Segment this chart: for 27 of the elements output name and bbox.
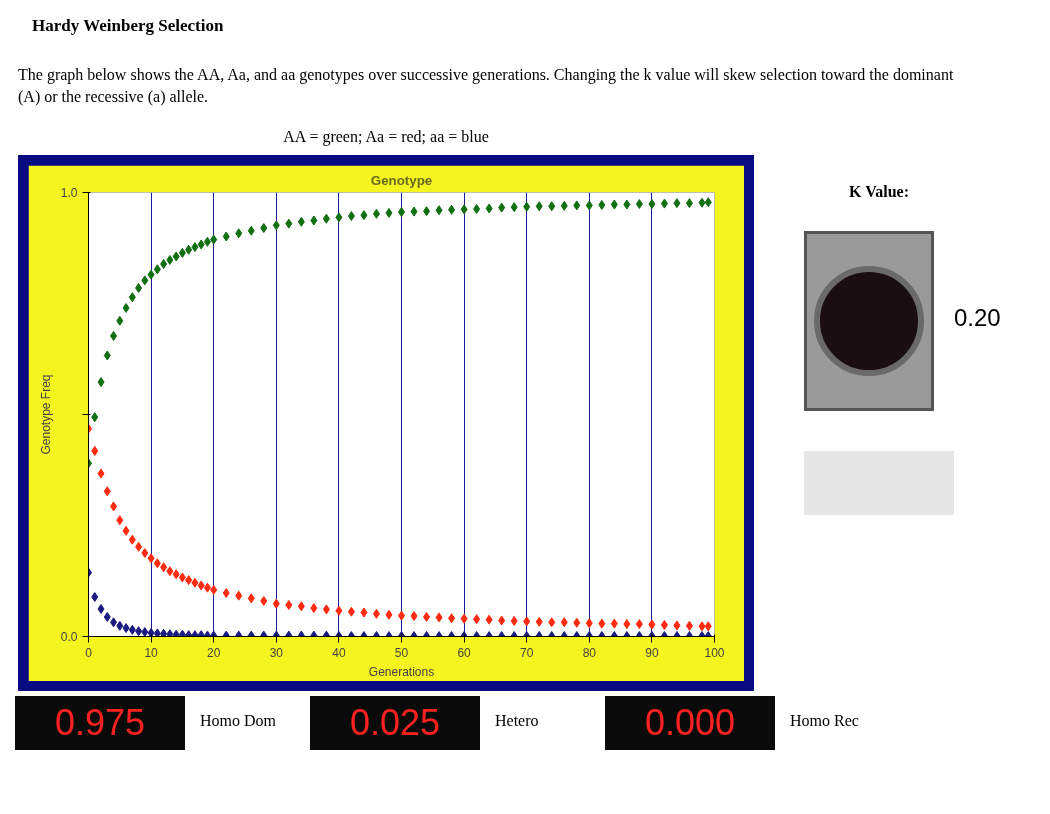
text: 0.000	[605, 696, 775, 750]
x-tick-label: 70	[520, 645, 534, 660]
text: The graph below shows the AA, Aa, and aa genotypes over successive generations. Changing the k value will skew selection toward the dominant (A) or the recessive (a) allele.	[18, 65, 955, 108]
x-tick-label: 30	[269, 645, 284, 660]
text: Homo Dom	[200, 711, 276, 731]
text: AA = green; Aa = red; aa = blue	[282, 127, 490, 148]
x-tick-label: 80	[582, 645, 597, 660]
y-tick-label: 1.0	[60, 186, 78, 200]
x-tick-label: 90	[645, 645, 659, 660]
x-axis-title: Generations	[368, 664, 435, 679]
text: Homo Rec	[790, 711, 859, 731]
x-tick-label: 20	[207, 645, 221, 660]
chart-title: Genotype	[370, 172, 433, 188]
y-axis-title: Genotype Freq	[38, 374, 53, 455]
x-tick-label: 10	[144, 645, 159, 660]
text: Hardy Weinberg Selection	[32, 15, 224, 37]
y-tick-label: 0.0	[60, 630, 78, 644]
x-tick-label: 100	[704, 645, 725, 660]
x-tick-label: 0	[85, 645, 93, 660]
text: 0.025	[310, 696, 480, 750]
text: 0.20	[954, 303, 1001, 333]
x-tick-label: 50	[394, 645, 409, 660]
text: Hetero	[495, 711, 539, 731]
x-tick-label: 60	[457, 645, 472, 660]
x-tick-label: 40	[332, 645, 346, 660]
text: 0.975	[15, 696, 185, 750]
text: K Value:	[848, 182, 910, 202]
